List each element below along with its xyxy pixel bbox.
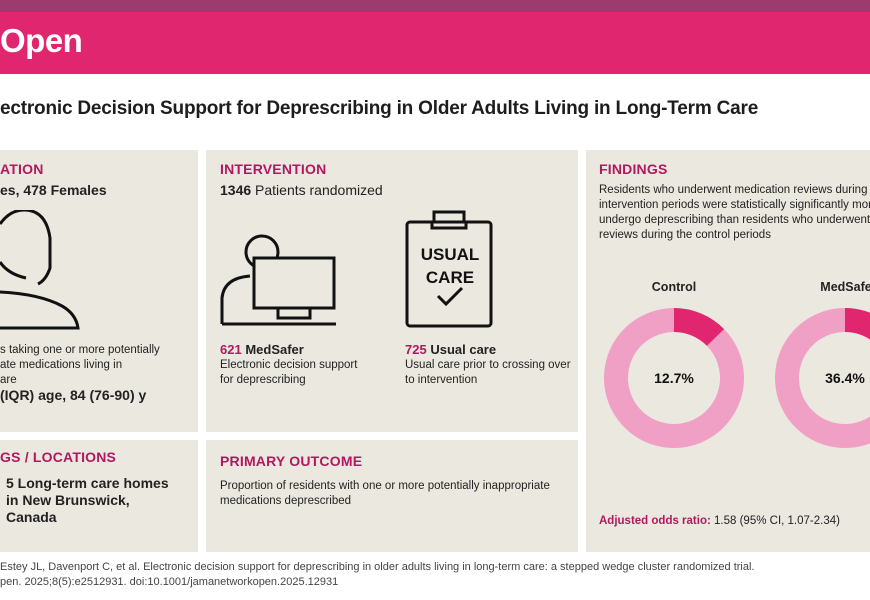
- citation-line-2: pen. 2025;8(5):e2512931. doi:10.1001/jam…: [0, 576, 339, 588]
- person-icon: [0, 210, 80, 330]
- usual-care-desc-1: Usual care prior to crossing over: [405, 359, 571, 371]
- computer-user-icon: [220, 234, 336, 326]
- donut-label-medsafer: MedSafe: [820, 280, 870, 294]
- randomized-label: Patients randomized: [255, 182, 383, 198]
- donut-segment-1: [845, 308, 870, 340]
- findings-line-2: intervention periods were statistically …: [599, 199, 870, 211]
- usual-care-desc-2: to intervention: [405, 374, 478, 386]
- page-title: ectronic Decision Support for Deprescrib…: [0, 98, 759, 119]
- clipboard-icon: [405, 210, 493, 328]
- usual-care-label: Usual care: [430, 342, 497, 357]
- outcome-line-1: Proportion of residents with one or more…: [220, 480, 550, 492]
- findings-line-4: reviews during the control periods: [599, 229, 771, 241]
- outcome-line-2: medications deprescribed: [220, 495, 352, 507]
- odds-ratio-line: Adjusted odds ratio: 1.58 (95% CI, 1.07-…: [599, 514, 840, 529]
- usual-care-number: 725: [405, 342, 427, 357]
- findings-heading: FINDINGS: [599, 161, 668, 177]
- journal-logo: Open: [0, 22, 83, 59]
- donut-value-label-0: 12.7%: [654, 370, 694, 386]
- odds-ratio-value: 1.58 (95% CI, 1.07-2.34): [714, 515, 840, 527]
- donut-remainder-1: [775, 308, 870, 448]
- citation-line-1: Estey JL, Davenport C, et al. Electronic…: [0, 561, 755, 573]
- medsafer-label: MedSafer: [245, 342, 304, 357]
- outcome-panel: PRIMARY OUTCOME Proportion of residents …: [206, 440, 578, 552]
- medsafer-desc-1: Electronic decision support: [220, 359, 358, 371]
- randomized-line: 1346 Patients randomized: [220, 183, 383, 198]
- population-desc-2: ate medications living in: [0, 359, 123, 371]
- donut-segment-0: [674, 308, 725, 346]
- donut-label-control: Control: [651, 280, 697, 294]
- settings-heading: GS / LOCATIONS: [0, 449, 117, 465]
- outcome-heading: PRIMARY OUTCOME: [220, 453, 363, 469]
- usual-care-title: 725 Usual care: [405, 342, 496, 357]
- findings-line-3: undergo deprescribing than residents who…: [599, 214, 870, 226]
- clipboard-text-2: CARE: [425, 268, 475, 287]
- settings-line-2: in New Brunswick,: [6, 492, 130, 508]
- medsafer-title: 621 MedSafer: [220, 342, 304, 357]
- population-desc-3: are: [0, 374, 17, 386]
- settings-line-1: 5 Long-term care homes: [6, 475, 169, 491]
- settings-line-3: Canada: [6, 509, 57, 525]
- clipboard-text-1: USUAL: [420, 245, 480, 264]
- header-bar: Open: [0, 12, 870, 74]
- donut-remainder-0: [604, 308, 744, 448]
- top-strip: [0, 0, 870, 12]
- donut-value-label-1: 36.4%: [825, 370, 865, 386]
- findings-line-1: Residents who underwent medication revie…: [599, 184, 870, 196]
- population-desc-1: s taking one or more potentially: [0, 344, 160, 356]
- population-panel: ATION es, 478 Females s taking one or mo…: [0, 150, 198, 432]
- population-count: es, 478 Females: [0, 182, 107, 198]
- randomized-number: 1346: [220, 182, 252, 198]
- odds-ratio-label: Adjusted odds ratio:: [599, 515, 711, 527]
- population-age: (IQR) age, 84 (76-90) y: [0, 387, 147, 403]
- medsafer-number: 621: [220, 342, 242, 357]
- population-heading: ATION: [0, 161, 44, 177]
- donut-charts: 12.7% 36.4%: [604, 308, 870, 448]
- citation: Estey JL, Davenport C, et al. Electronic…: [0, 560, 755, 590]
- findings-panel: FINDINGS Residents who underwent medicat…: [586, 150, 870, 552]
- intervention-panel: INTERVENTION 1346 Patients randomized US…: [206, 150, 578, 432]
- intervention-heading: INTERVENTION: [220, 161, 327, 177]
- medsafer-desc-2: for deprescribing: [220, 374, 306, 386]
- settings-panel: GS / LOCATIONS 5 Long-term care homes in…: [0, 440, 198, 552]
